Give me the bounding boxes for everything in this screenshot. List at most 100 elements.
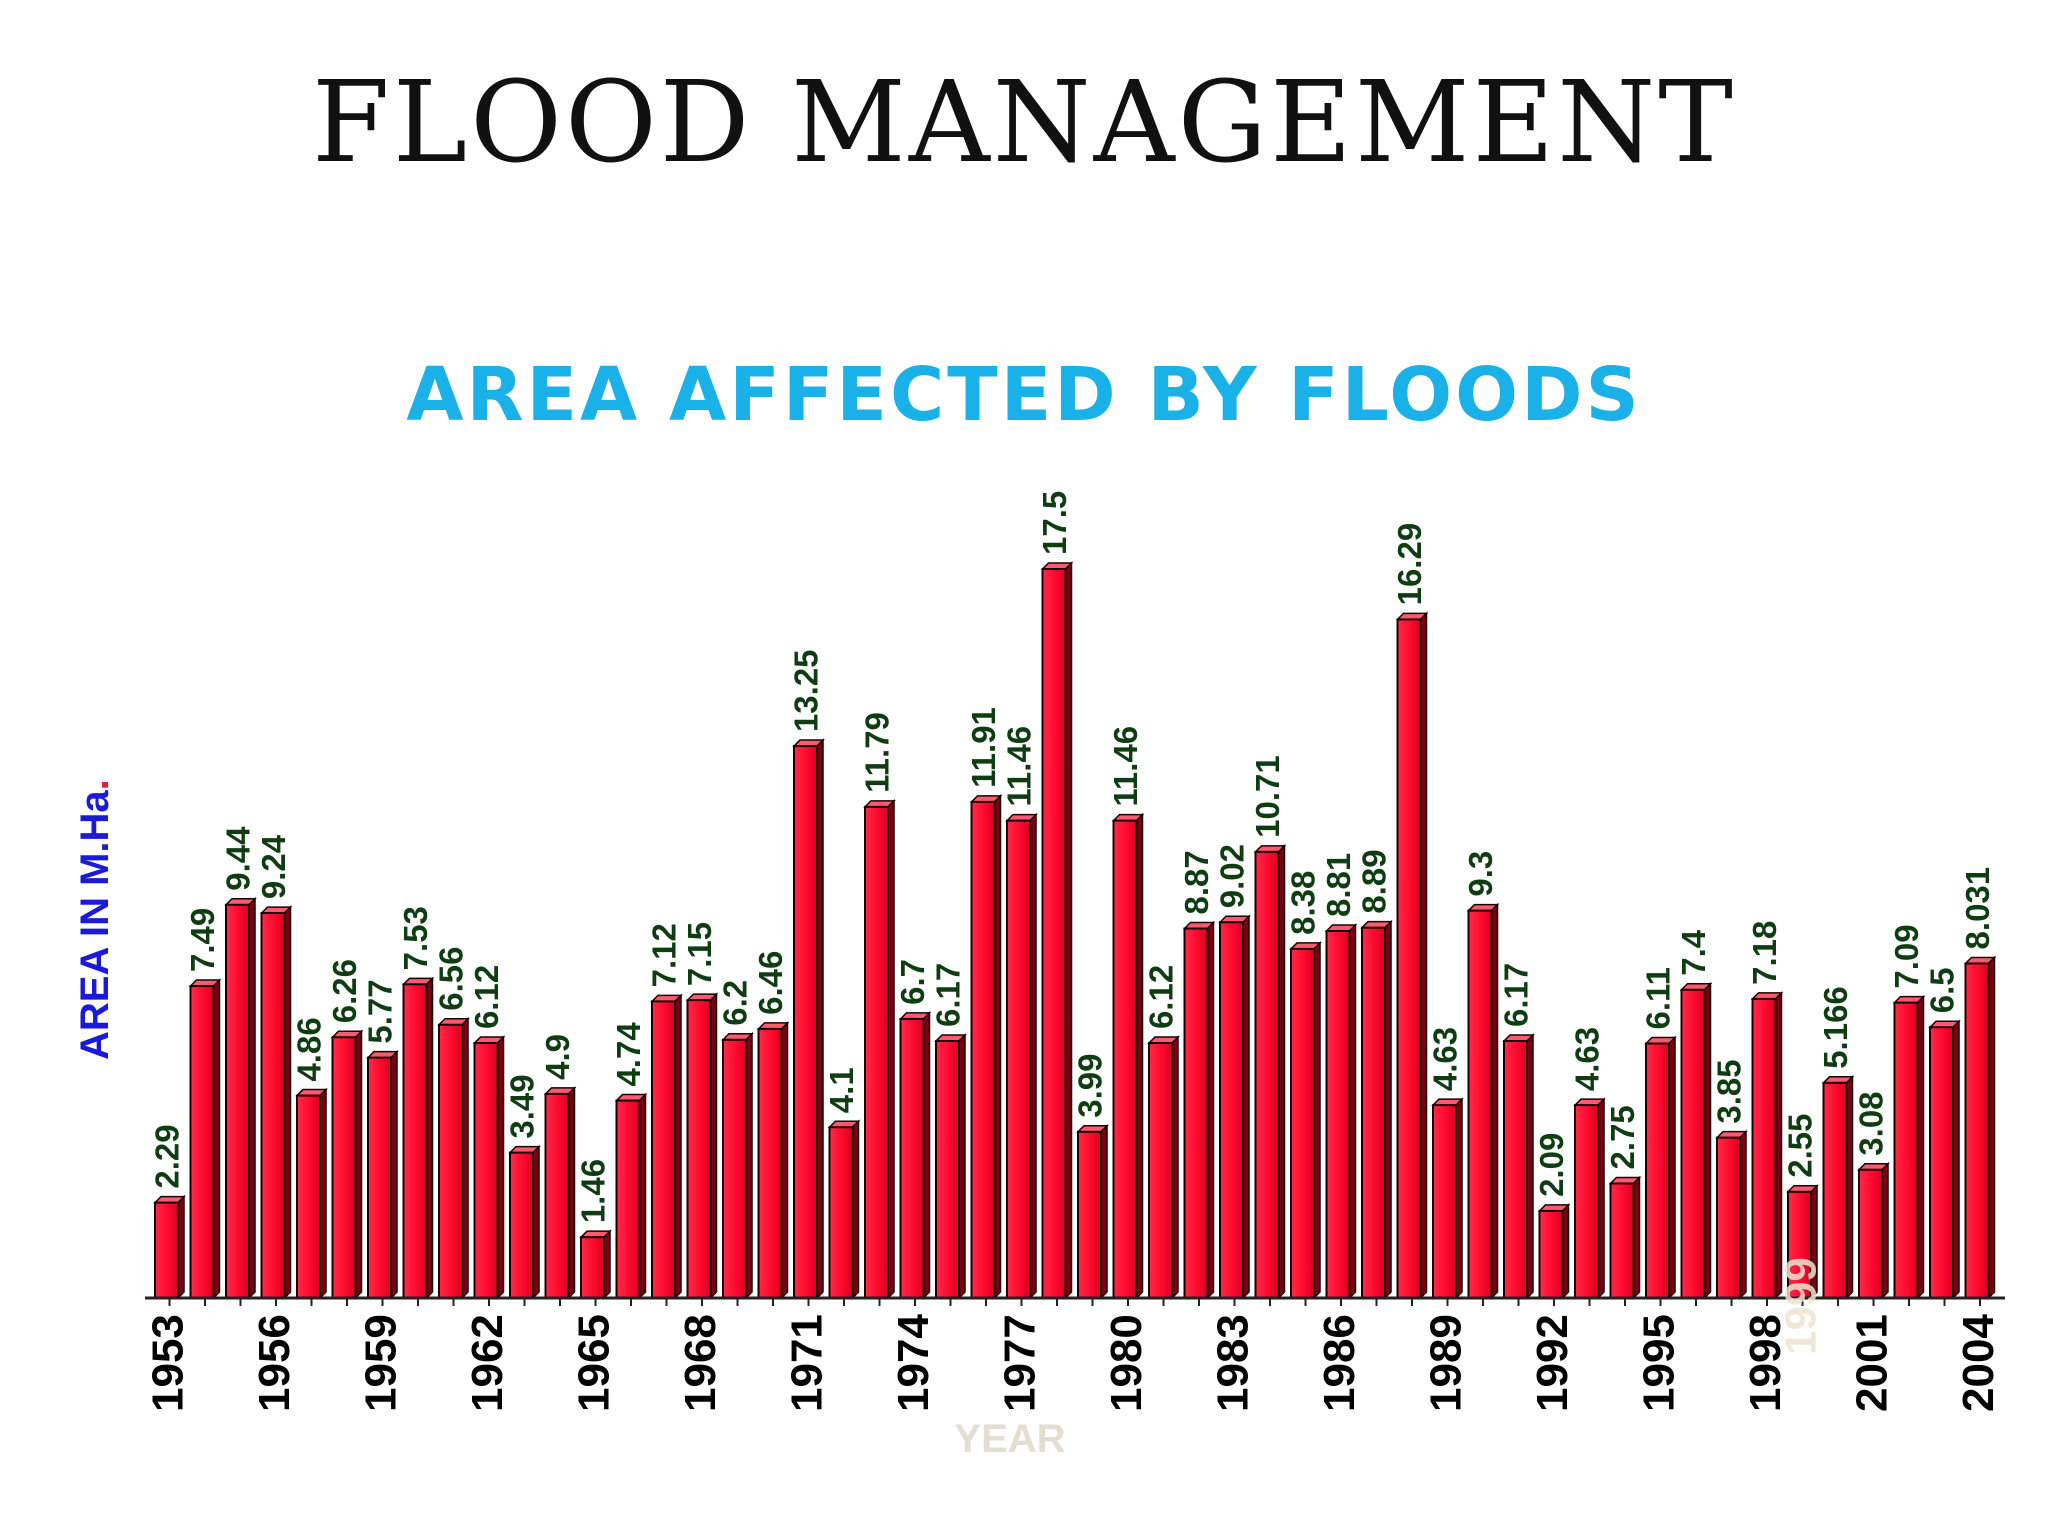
bar-front-face bbox=[544, 1092, 570, 1299]
x-tick-label: 1998 bbox=[1741, 1314, 1790, 1412]
bar bbox=[1466, 902, 1500, 1300]
bar-front-face bbox=[1645, 1042, 1670, 1299]
bar bbox=[1573, 1097, 1606, 1300]
bar bbox=[259, 905, 293, 1300]
bar bbox=[1147, 1035, 1180, 1300]
x-tick-labels-group: 1953 1956 1959 1962 1965 1968 1971 1974 1977 1980… bbox=[144, 1257, 2004, 1412]
bar bbox=[1253, 844, 1287, 1300]
bar bbox=[1928, 1019, 1961, 1300]
bar-front-face bbox=[1254, 850, 1280, 1299]
x-tick-label: 1995 bbox=[1635, 1314, 1684, 1412]
bar bbox=[756, 1021, 790, 1300]
data-label: 11.91 bbox=[965, 707, 1002, 788]
bar bbox=[1360, 919, 1393, 1300]
bar bbox=[863, 799, 896, 1300]
data-label: 7.4 bbox=[1675, 929, 1712, 976]
bar bbox=[969, 794, 1003, 1300]
x-tick-label: 1956 bbox=[250, 1314, 299, 1412]
bar bbox=[188, 978, 222, 1300]
bar-front-face bbox=[970, 800, 996, 1299]
data-label: 6.17 bbox=[930, 963, 967, 1027]
bar-front-face bbox=[899, 1017, 925, 1299]
bar bbox=[1857, 1161, 1890, 1300]
data-label: 4.86 bbox=[291, 1017, 328, 1081]
x-tick-label-faint: 1999 bbox=[1777, 1257, 1826, 1355]
data-label: 4.9 bbox=[539, 1034, 576, 1080]
bar bbox=[1892, 994, 1926, 1300]
bar-front-face bbox=[1432, 1104, 1457, 1300]
bar bbox=[224, 896, 257, 1300]
bar-front-face bbox=[1467, 909, 1493, 1299]
bar-front-face bbox=[509, 1151, 534, 1299]
data-label: 8.38 bbox=[1285, 871, 1322, 935]
chart-title: AREA AFFECTED BY FLOODS bbox=[406, 352, 1642, 438]
data-label: 9.02 bbox=[1214, 844, 1251, 908]
x-tick-label: 1980 bbox=[1102, 1314, 1151, 1412]
bar bbox=[1111, 812, 1145, 1300]
bar bbox=[295, 1087, 328, 1300]
x-tick-label: 1953 bbox=[144, 1314, 193, 1412]
bar bbox=[721, 1031, 754, 1300]
data-label: 4.1 bbox=[823, 1067, 860, 1113]
bar bbox=[1715, 1129, 1748, 1300]
data-label: 9.44 bbox=[220, 826, 257, 891]
bar-front-face bbox=[1929, 1026, 1954, 1299]
data-label: 4.63 bbox=[1569, 1027, 1606, 1091]
bar bbox=[1750, 991, 1784, 1300]
bar-front-face bbox=[1716, 1136, 1741, 1299]
bar bbox=[1821, 1074, 1855, 1300]
bar bbox=[366, 1049, 399, 1300]
x-tick-label: 1986 bbox=[1315, 1314, 1364, 1412]
x-tick-label: 1965 bbox=[570, 1314, 619, 1412]
x-tick-label: 1983 bbox=[1209, 1314, 1258, 1412]
bar-front-face bbox=[1183, 927, 1209, 1300]
data-label: 7.18 bbox=[1746, 921, 1783, 985]
data-label: 10.71 bbox=[1249, 755, 1286, 838]
slide-title: FLOOD MANAGEMENT bbox=[312, 58, 1736, 188]
data-label: 6.56 bbox=[433, 946, 470, 1010]
bar bbox=[1218, 914, 1251, 1300]
data-label: 9.3 bbox=[1462, 851, 1499, 897]
data-label: 2.29 bbox=[149, 1124, 186, 1188]
bar-front-face bbox=[757, 1027, 783, 1300]
y-axis-label-dot: . bbox=[73, 779, 117, 790]
data-label: 6.46 bbox=[752, 951, 789, 1015]
bar-front-face bbox=[367, 1056, 392, 1300]
data-label: 13.25 bbox=[788, 649, 825, 732]
bar bbox=[330, 1029, 364, 1300]
bar-front-face bbox=[1148, 1042, 1173, 1299]
data-label: 6.12 bbox=[468, 965, 505, 1029]
data-label: 2.55 bbox=[1782, 1114, 1819, 1178]
bar bbox=[1395, 611, 1429, 1300]
bar-front-face bbox=[1538, 1209, 1564, 1299]
y-axis-label-text: AREA IN M.Ha bbox=[73, 790, 117, 1060]
bar-front-face bbox=[1006, 819, 1031, 1299]
bar bbox=[1005, 812, 1038, 1300]
bar bbox=[1040, 561, 1074, 1300]
x-tick-label: 2004 bbox=[1954, 1314, 2003, 1412]
bar-front-face bbox=[1041, 568, 1067, 1299]
data-label: 3.49 bbox=[504, 1074, 541, 1138]
data-label: 2.09 bbox=[1533, 1133, 1570, 1197]
bar-front-face bbox=[1112, 819, 1138, 1299]
data-label: 8.87 bbox=[1178, 850, 1215, 914]
x-tick-label: 2001 bbox=[1848, 1314, 1897, 1412]
bar-front-face bbox=[1609, 1182, 1635, 1300]
data-label: 5.166 bbox=[1817, 986, 1854, 1069]
data-label: 9.24 bbox=[255, 834, 292, 899]
x-tick-label: 1971 bbox=[783, 1314, 832, 1412]
data-label: 6.26 bbox=[326, 959, 363, 1023]
data-label: 3.08 bbox=[1853, 1091, 1890, 1155]
bar-front-face bbox=[189, 984, 215, 1299]
bar-front-face bbox=[615, 1099, 641, 1300]
bar bbox=[543, 1086, 577, 1300]
bar-front-face bbox=[722, 1038, 747, 1299]
bar bbox=[792, 738, 825, 1300]
x-tick-label: 1989 bbox=[1422, 1314, 1471, 1412]
data-label: 16.29 bbox=[1391, 523, 1428, 606]
bar bbox=[1324, 923, 1358, 1300]
bar-front-face bbox=[260, 912, 286, 1299]
data-label: 5.77 bbox=[362, 979, 399, 1043]
bar bbox=[401, 976, 435, 1300]
